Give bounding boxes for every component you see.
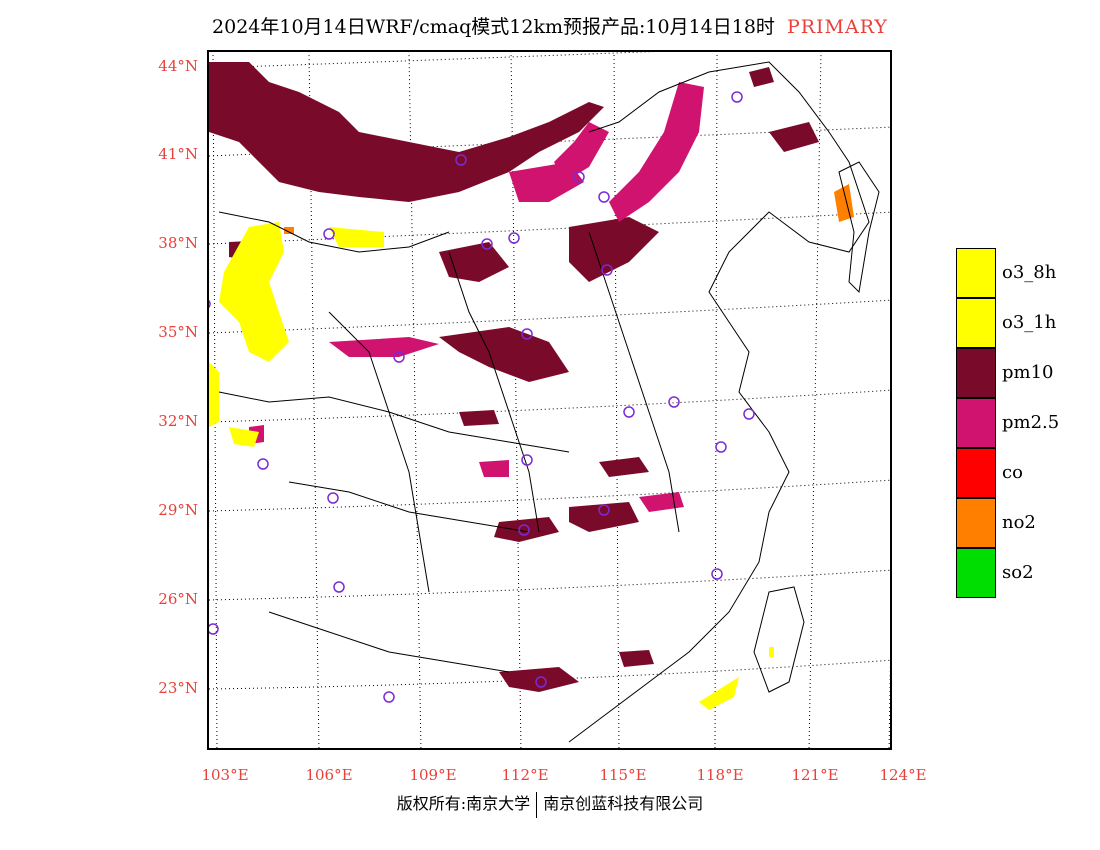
legend-label: o3_1h: [1002, 312, 1057, 333]
lon-label-124: 124°E: [879, 766, 927, 784]
legend-label: no2: [1002, 512, 1036, 533]
legend-label: co: [1002, 462, 1023, 483]
legend-label: o3_8h: [1002, 262, 1057, 283]
legend-item-pm25: pm2.5: [956, 398, 1100, 448]
legend-item-o3-8h: o3_8h: [956, 248, 1100, 298]
legend-item-o3-1h: o3_1h: [956, 298, 1100, 348]
lat-label-44: 44°N: [158, 57, 198, 75]
boundaries: [218, 61, 880, 743]
legend-swatch: [956, 348, 996, 398]
o3-areas: [209, 222, 774, 710]
legend-item-co: co: [956, 448, 1100, 498]
lat-label-26: 26°N: [158, 590, 198, 608]
lon-label-118: 118°E: [696, 766, 744, 784]
station-markers: [209, 91, 755, 703]
lat-label-32: 32°N: [158, 412, 198, 430]
legend-label: pm2.5: [1002, 412, 1060, 433]
lat-label-35: 35°N: [158, 323, 198, 341]
legend-item-so2: so2: [956, 548, 1100, 598]
lon-label-109: 109°E: [409, 766, 457, 784]
legend-swatch: [956, 248, 996, 298]
lat-label-23: 23°N: [158, 679, 198, 697]
lat-label-41: 41°N: [158, 145, 198, 163]
legend-swatch: [956, 548, 996, 598]
lon-label-115: 115°E: [599, 766, 647, 784]
legend-label: so2: [1002, 562, 1034, 583]
map-panel: [207, 50, 892, 750]
footer: 版权所有:南京大学 南京创蓝科技有限公司: [0, 790, 1100, 818]
lon-label-106: 106°E: [305, 766, 353, 784]
lon-label-103: 103°E: [201, 766, 249, 784]
graticule: [209, 52, 890, 748]
legend-swatch: [956, 298, 996, 348]
lat-label-38: 38°N: [158, 234, 198, 252]
lat-label-29: 29°N: [158, 501, 198, 519]
title-main: 2024年10月14日WRF/cmaq模式12km预报产品:10月14日18时: [212, 16, 775, 38]
footer-separator: [536, 791, 538, 818]
legend-swatch: [956, 498, 996, 548]
lon-label-112: 112°E: [501, 766, 549, 784]
legend-label: pm10: [1002, 362, 1054, 383]
legend-swatch: [956, 398, 996, 448]
footer-right: 南京创蓝科技有限公司: [543, 794, 704, 813]
title-tag: PRIMARY: [786, 16, 888, 38]
legend-swatch: [956, 448, 996, 498]
map-canvas: [209, 52, 890, 748]
map-title: 2024年10月14日WRF/cmaq模式12km预报产品:10月14日18时 P…: [0, 12, 1100, 39]
legend-item-pm10: pm10: [956, 348, 1100, 398]
lon-label-121: 121°E: [791, 766, 839, 784]
pm10-areas: [209, 62, 819, 692]
footer-left: 版权所有:南京大学: [396, 794, 531, 813]
legend-item-no2: no2: [956, 498, 1100, 548]
